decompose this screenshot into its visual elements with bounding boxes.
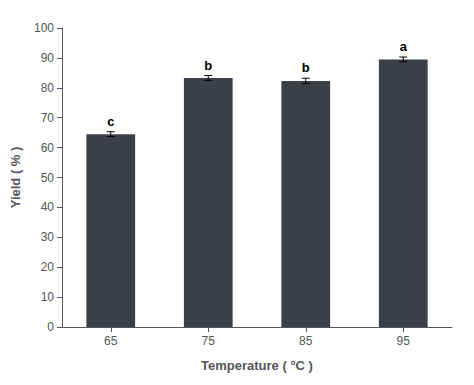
svg-text:Yield ( % ): Yield ( % ) bbox=[8, 147, 23, 209]
svg-text:65: 65 bbox=[104, 334, 118, 348]
svg-text:b: b bbox=[302, 60, 310, 75]
svg-text:30: 30 bbox=[41, 230, 55, 244]
svg-text:20: 20 bbox=[41, 260, 55, 274]
svg-text:90: 90 bbox=[41, 51, 55, 65]
svg-text:0: 0 bbox=[47, 320, 54, 334]
svg-text:75: 75 bbox=[202, 334, 216, 348]
svg-text:85: 85 bbox=[299, 334, 313, 348]
svg-text:80: 80 bbox=[41, 81, 55, 95]
svg-text:40: 40 bbox=[41, 200, 55, 214]
svg-text:b: b bbox=[204, 58, 212, 73]
svg-text:60: 60 bbox=[41, 141, 55, 155]
svg-text:70: 70 bbox=[41, 111, 55, 125]
svg-text:50: 50 bbox=[41, 171, 55, 185]
svg-text:c: c bbox=[107, 114, 114, 129]
svg-text:95: 95 bbox=[397, 334, 411, 348]
svg-text:a: a bbox=[400, 39, 408, 54]
svg-text:100: 100 bbox=[34, 21, 54, 35]
svg-text:10: 10 bbox=[41, 290, 55, 304]
svg-text:Temperature ( °C ): Temperature ( °C ) bbox=[201, 358, 313, 373]
